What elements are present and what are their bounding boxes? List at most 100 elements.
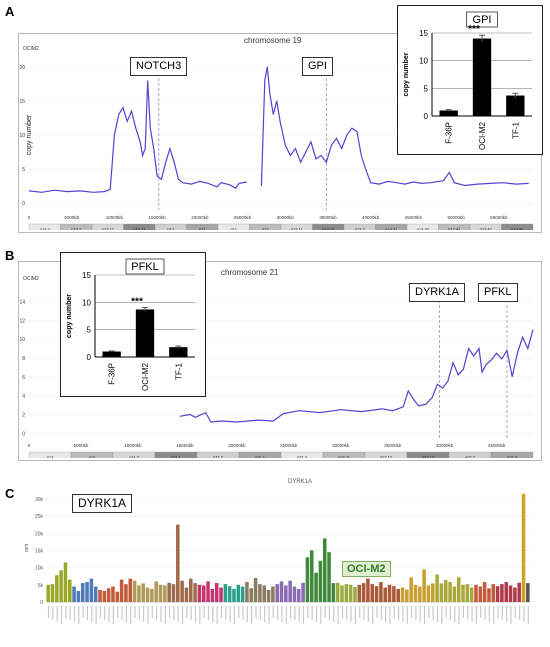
inset-y-tick-label: 5	[424, 84, 429, 93]
inset-y-tick-label: 10	[419, 57, 428, 66]
x-tick-label: 15000kb	[176, 443, 194, 448]
expr-bar	[93, 586, 98, 602]
expr-cell-line-label-mark	[281, 606, 283, 622]
expr-cell-line-label-mark	[488, 606, 490, 622]
x-tick-label: 5000kb	[74, 443, 89, 448]
expr-cell-line-label-mark	[484, 606, 486, 620]
chromosome-band-label: q11	[231, 227, 238, 231]
expr-cell-line-label-mark	[471, 606, 473, 622]
expr-cell-line-label-mark	[242, 606, 244, 620]
inset-category-label: TF-1	[511, 121, 520, 138]
expr-bar	[189, 578, 193, 602]
expr-bar	[245, 582, 249, 602]
expr-y-tick-label: 20k	[35, 531, 44, 537]
expr-cell-line-label-mark	[151, 606, 153, 618]
expr-bar	[400, 587, 405, 602]
expr-cell-line-label-mark	[423, 606, 426, 624]
expr-cell-line-label-mark	[328, 606, 331, 620]
expr-cell-line-label-mark	[350, 606, 352, 622]
x-tick-label: 25000kb	[280, 443, 298, 448]
expr-cell-line-label-mark	[445, 606, 447, 618]
expr-cell-line-label-mark	[376, 606, 378, 618]
expr-cell-line-label-mark	[246, 606, 248, 622]
expr-cell-line-label-mark	[272, 606, 274, 618]
expr-cell-line-label-mark	[268, 606, 270, 624]
copy-number-series-line	[179, 329, 534, 423]
expr-bar	[513, 587, 517, 602]
expr-cell-line-label-mark	[65, 606, 67, 618]
oci-m2-highlight-label: OCI-M2	[342, 561, 391, 577]
significance-annotation: ***	[131, 297, 143, 308]
expr-cell-line-label-mark	[372, 606, 374, 624]
expr-bar	[413, 584, 418, 602]
expr-cell-line-label-mark	[82, 606, 84, 618]
expr-bar	[201, 585, 206, 602]
expr-bar	[474, 584, 478, 602]
expr-bar	[150, 588, 154, 602]
expr-cell-line-label-mark	[436, 606, 439, 622]
expr-cell-line-label-mark	[56, 606, 58, 622]
y-tick-label: 4	[22, 394, 25, 400]
expr-bar	[288, 580, 292, 602]
expr-bar	[258, 584, 262, 602]
chromosome-band-label: q13.42	[480, 227, 493, 231]
inset-title-box	[466, 11, 498, 28]
expr-bar	[443, 580, 448, 602]
expr-bar	[491, 584, 496, 602]
expr-bar	[314, 572, 318, 602]
chromosome-band-label: p12	[167, 227, 174, 231]
expr-bar	[366, 578, 370, 602]
expr-cell-line-label-mark	[276, 606, 279, 620]
significance-annotation: ***	[468, 24, 480, 35]
expr-bar	[106, 588, 111, 602]
chromosome-band-label: q21.3	[297, 455, 308, 459]
expr-bar	[85, 582, 89, 602]
chromosome-band-label: q13.12	[322, 227, 335, 231]
expr-cell-line-label-mark	[130, 606, 132, 624]
expr-bar	[163, 585, 167, 602]
chromosome-band-label: q12	[262, 227, 269, 231]
chromosome-band-label: p12	[89, 455, 96, 459]
chromosome-band-label: q21.1	[255, 455, 266, 459]
gpi-inset-chart: GPI 0 5 10 15 copy number F-36P OCI-M2 TF-1 ***	[403, 11, 532, 150]
expr-bar	[439, 583, 444, 602]
expr-bar	[171, 584, 176, 602]
y-tick-label: 10	[19, 133, 25, 139]
expr-cell-line-label-mark	[432, 606, 434, 620]
expr-bar	[98, 589, 102, 602]
inset-y-tick-label: 15	[419, 29, 428, 38]
expr-bar	[227, 586, 232, 602]
expr-cell-line-label-mark	[155, 606, 158, 620]
expr-bar	[240, 586, 245, 602]
expr-cell-line-label-mark	[410, 606, 413, 618]
x-tick-label: 50000kb	[447, 215, 465, 220]
expr-bar	[128, 578, 133, 602]
expr-bar	[448, 582, 452, 602]
expr-cell-line-label-mark	[255, 606, 257, 618]
expr-cell-line-label-mark	[363, 606, 365, 620]
expr-cell-line-label-mark	[514, 606, 516, 618]
expr-cell-line-label-mark	[402, 606, 404, 622]
expr-bar	[478, 586, 483, 602]
expr-cell-line-label-mark	[108, 606, 110, 622]
inset-bar-oci-m2	[135, 309, 155, 357]
expr-cell-line-label-mark	[497, 606, 499, 618]
expr-bar	[348, 584, 353, 602]
expr-bar	[197, 584, 202, 602]
inset-y-tick-label: 15	[82, 271, 91, 280]
inset-category-label: F-36P	[445, 122, 454, 144]
x-tick-label: 10000kb	[106, 215, 124, 220]
expr-bar	[50, 584, 55, 602]
inset-category-label: OCI-M2	[478, 121, 487, 150]
expr-cell-line-label-mark	[168, 606, 171, 618]
expr-cell-line-label-mark	[354, 606, 356, 624]
panel-a-sample-tag: OCIM2	[23, 46, 39, 52]
expr-cell-line-label-mark	[78, 606, 80, 624]
expr-bar	[482, 582, 487, 602]
expr-cell-line-label-mark	[506, 606, 508, 622]
expr-bar	[517, 582, 521, 602]
expr-cell-line-label-mark	[441, 606, 443, 624]
expr-bar	[193, 583, 197, 602]
inset-title-box	[125, 258, 165, 275]
expr-bar	[154, 581, 158, 602]
